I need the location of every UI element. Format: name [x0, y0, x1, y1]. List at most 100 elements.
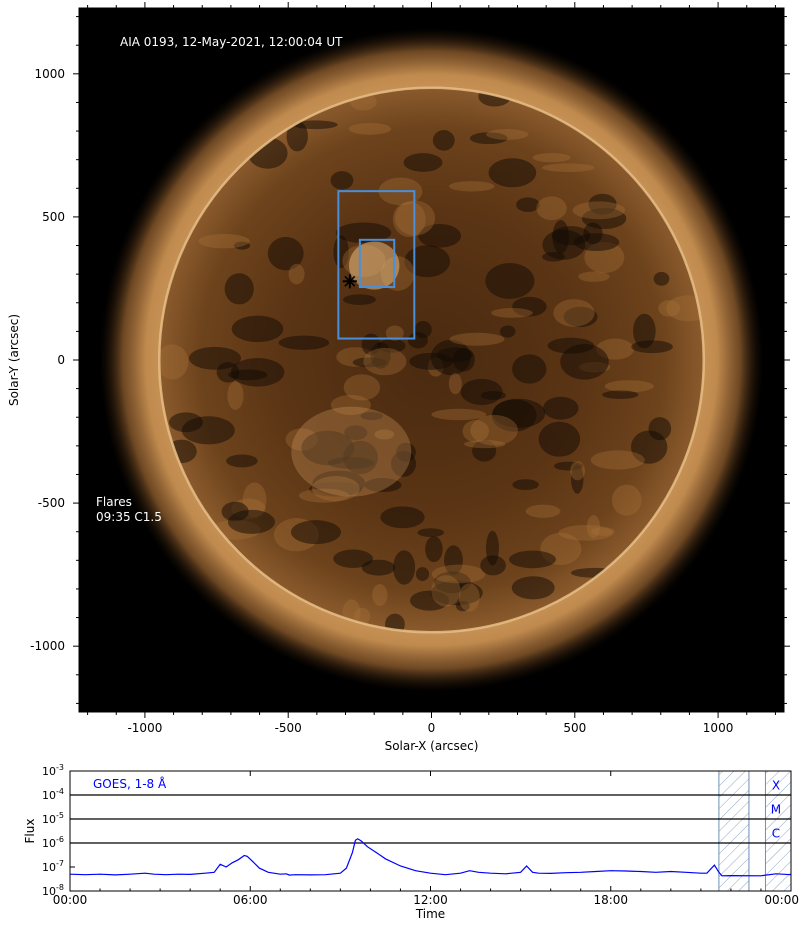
bright-region — [470, 415, 518, 446]
bright-region — [449, 332, 505, 346]
goes-legend: GOES, 1-8 Å — [93, 776, 167, 791]
bright-region — [448, 181, 495, 192]
bright-region — [553, 299, 595, 327]
coronal-hole-patch — [343, 440, 378, 475]
image-x-axis-label: Solar-X (arcsec) — [385, 739, 479, 753]
y-tick-label: 10-7 — [42, 859, 64, 874]
flare-markers — [342, 274, 357, 289]
coronal-hole-patch — [553, 461, 584, 471]
flare-class-label: M — [771, 802, 781, 816]
bright-region — [604, 380, 654, 393]
coronal-hole-patch — [571, 464, 584, 494]
image-axes: -1000 -500 0 500 1000 -1000 -500 0 500 1000 — [30, 2, 790, 735]
bright-region — [458, 583, 480, 612]
bright-region — [227, 381, 244, 410]
region-boxes — [337, 190, 416, 340]
coronal-hole-patch — [333, 549, 373, 568]
coronal-hole-patch — [312, 470, 366, 496]
flares-annotation-title: Flares — [96, 495, 132, 509]
coronal-hole-patch — [552, 219, 570, 254]
coronal-hole-patch — [547, 337, 595, 354]
coronal-hole-patch — [278, 335, 330, 350]
solar-limb — [157, 86, 706, 634]
coronal-hole-patch — [343, 294, 376, 305]
bright-region — [348, 122, 392, 135]
flare-class-label: X — [772, 778, 780, 792]
bright-region — [532, 153, 571, 163]
active-region-glow — [348, 241, 400, 290]
coronal-hole-patch — [292, 120, 338, 130]
coronal-hole-patch — [516, 197, 540, 213]
coronal-hole-patch — [330, 171, 354, 190]
bright-region — [525, 504, 561, 518]
coronal-hole-patch — [226, 454, 258, 468]
bright-region — [558, 524, 613, 541]
coronal-hole-patch — [380, 506, 425, 529]
coronal-hole-patch — [573, 233, 620, 252]
y-tick-label: 10-8 — [42, 883, 64, 898]
goes-panel: XMC GOES, 1-8 Å 00:00 06:00 12:00 18:00 00:0… — [23, 763, 799, 921]
coronal-hole-patch — [499, 325, 516, 338]
y-tick-label: 0 — [57, 353, 65, 367]
region-box — [337, 190, 416, 340]
coronal-hole-patch — [231, 315, 284, 343]
image-title: AIA 0193, 12-May-2021, 12:00:04 UT — [120, 35, 343, 49]
coronal-hole-patch — [542, 252, 565, 262]
y-tick-label: 10-3 — [42, 763, 64, 778]
bright-region — [578, 271, 610, 282]
bright-region — [354, 607, 371, 625]
bright-region — [298, 488, 350, 503]
y-tick-label: 500 — [42, 210, 65, 224]
x-tick-label: 0 — [428, 721, 436, 735]
coronal-hole-patch — [508, 550, 557, 569]
flare-annotation-item: 09:35 C1.5 — [96, 510, 162, 524]
coronal-hole-patch — [543, 396, 579, 420]
coronal-hole-patch — [301, 430, 355, 466]
coronal-hole-patch — [417, 528, 445, 538]
coronal-hole-patch — [267, 236, 304, 271]
coronal-hole-patch — [491, 399, 537, 432]
coronal-hole-patch — [390, 450, 417, 477]
hatched-interval — [764, 770, 792, 892]
coronal-hole-patch — [469, 132, 508, 145]
coronal-hole-patch — [472, 439, 497, 462]
bright-region — [536, 196, 567, 221]
bright-region — [590, 450, 645, 470]
bright-region — [242, 482, 267, 518]
bright-region — [392, 201, 426, 238]
coronal-hole-patch — [418, 224, 462, 248]
coronal-hole-patch — [511, 576, 555, 600]
bright-region — [572, 201, 625, 220]
coronal-hole-patch — [224, 273, 254, 305]
coronal-hole-patch — [393, 550, 416, 585]
coronal-hole-patch — [425, 536, 443, 563]
solar-disk-texture — [159, 87, 704, 633]
bright-region — [611, 484, 642, 516]
coronal-hole-patch — [485, 263, 535, 299]
bright-region — [464, 440, 506, 449]
bright-region — [448, 373, 462, 395]
y-tick-label: -500 — [38, 496, 65, 510]
coronal-hole-patch — [169, 412, 203, 433]
coronal-hole-patch — [188, 346, 241, 370]
x-tick-label: -1000 — [127, 721, 162, 735]
bright-region — [198, 233, 250, 249]
coronal-hole-patch — [344, 425, 368, 441]
flare-marker — [342, 274, 357, 289]
coronal-hole-patch — [404, 245, 451, 278]
coronal-hole-patch — [512, 354, 547, 384]
y-tick-label: 10-6 — [42, 835, 64, 850]
coronal-hole-patch — [403, 153, 443, 172]
coronal-hole-patch — [563, 306, 598, 328]
y-tick-label: 1000 — [34, 67, 65, 81]
image-y-axis-label: Solar-Y (arcsec) — [7, 314, 21, 406]
coronal-hole-patch — [480, 555, 506, 576]
coronal-hole-patch — [286, 121, 308, 152]
coronal-hole-patch — [360, 411, 384, 421]
coronal-hole-patch — [409, 590, 450, 611]
bright-region — [542, 163, 595, 172]
bright-region — [658, 300, 681, 317]
bright-region — [431, 575, 461, 607]
flare-class-label: C — [772, 826, 780, 840]
